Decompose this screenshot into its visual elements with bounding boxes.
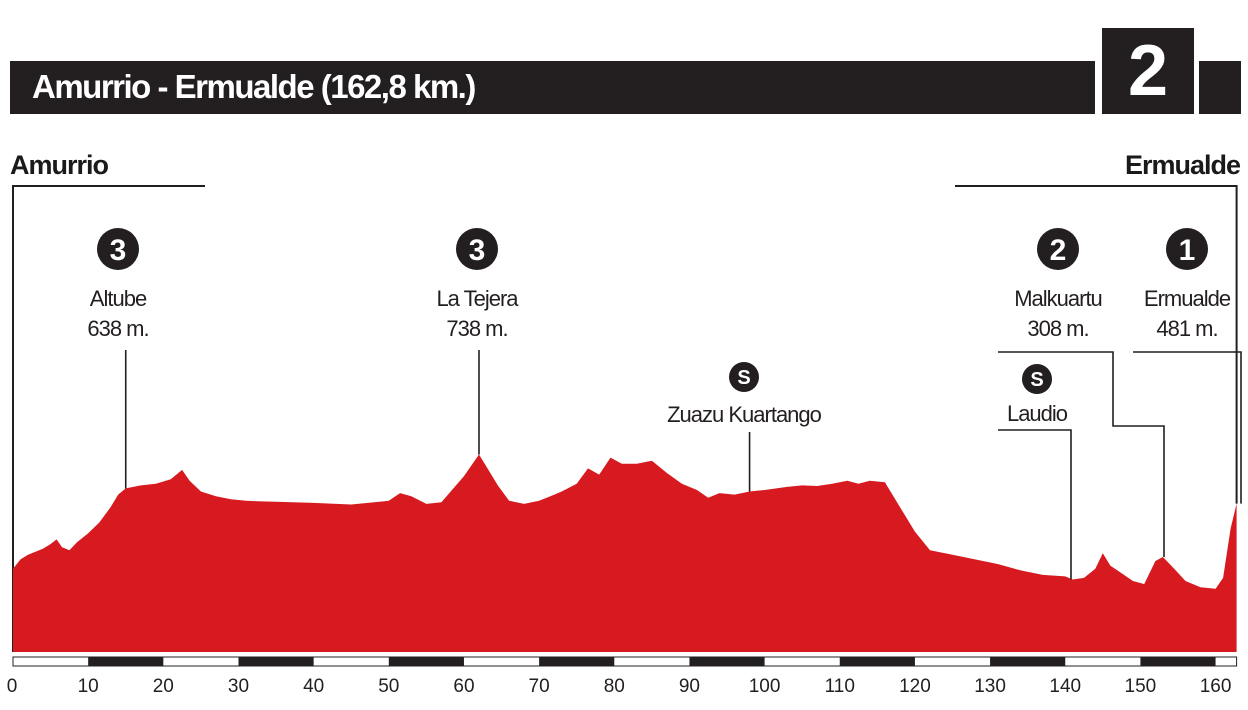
x-tick-label: 110: [825, 676, 855, 697]
x-tick-label: 50: [378, 676, 399, 697]
climb-altitude-label: 308 m.: [1027, 316, 1088, 341]
category-number: 3: [110, 234, 127, 267]
climb-leader-line: [998, 351, 1165, 557]
category-number: 2: [1050, 234, 1067, 267]
distance-scale-segment: [238, 657, 314, 666]
elevation-area: [13, 454, 1237, 652]
start-bracket: [12, 185, 205, 652]
climb-altitude-label: 738 m.: [446, 316, 507, 341]
x-tick-label: 20: [153, 676, 174, 697]
distance-scale-segment: [388, 657, 464, 666]
distance-scale-segment: [990, 657, 1066, 666]
title-bar-end: [1199, 61, 1241, 114]
x-tick-label: 10: [78, 676, 99, 697]
finish-town-label: Ermualde: [1124, 150, 1241, 180]
x-tick-label: 140: [1049, 676, 1081, 697]
start-town-label: Amurrio: [10, 150, 109, 180]
x-tick-label: 60: [453, 676, 474, 697]
x-tick-label: 120: [899, 676, 931, 697]
x-tick-label: 0: [7, 676, 18, 697]
sprint-leader-line: [998, 429, 1072, 580]
x-tick-label: 130: [974, 676, 1006, 697]
distance-scale-segment: [539, 657, 615, 666]
category-badge: [456, 228, 498, 270]
category-badge: [1166, 228, 1208, 270]
category-number: 3: [469, 234, 486, 267]
climb-name-label: Ermualde: [1144, 286, 1231, 311]
distance-scale-segment: [839, 657, 915, 666]
x-tick-label: 30: [228, 676, 249, 697]
sprint-symbol: S: [737, 367, 750, 389]
stage-title: Amurrio - Ermualde (162,8 km.): [32, 68, 476, 105]
stage-number-box: 2: [1102, 28, 1194, 114]
distance-scale-segment: [689, 657, 765, 666]
stage-number: 2: [1127, 31, 1169, 111]
sprint-name-label: Zuazu Kuartango: [667, 402, 822, 427]
sprint-badge: [1022, 364, 1052, 394]
climb-name-label: Malkuartu: [1014, 286, 1102, 311]
distance-scale-bar: [12, 656, 1238, 667]
finish-bracket: [955, 185, 1238, 504]
sprint-name-label: Laudio: [1007, 401, 1068, 426]
climb-altitude-label: 638 m.: [87, 316, 148, 341]
category-badge: [1037, 228, 1079, 270]
x-tick-label: 40: [303, 676, 324, 697]
title-bar: Amurrio - Ermualde (162,8 km.): [10, 61, 1095, 114]
category-number: 1: [1179, 234, 1196, 267]
distance-scale-segment: [1140, 657, 1216, 666]
climb-altitude-label: 481 m.: [1156, 316, 1217, 341]
climb-name-label: La Tejera: [436, 286, 519, 311]
distance-scale-segment: [88, 657, 164, 666]
x-tick-label: 160: [1200, 676, 1232, 697]
x-tick-label: 90: [679, 676, 700, 697]
sprint-symbol: S: [1030, 369, 1043, 391]
x-tick-label: 80: [604, 676, 625, 697]
sprint-badge: [729, 362, 759, 392]
climb-name-label: Altube: [90, 286, 147, 311]
climb-leader-line: [1133, 351, 1242, 504]
x-tick-label: 70: [529, 676, 550, 697]
x-tick-label: 100: [749, 676, 781, 697]
category-badge: [97, 228, 139, 270]
x-tick-label: 150: [1125, 676, 1157, 697]
